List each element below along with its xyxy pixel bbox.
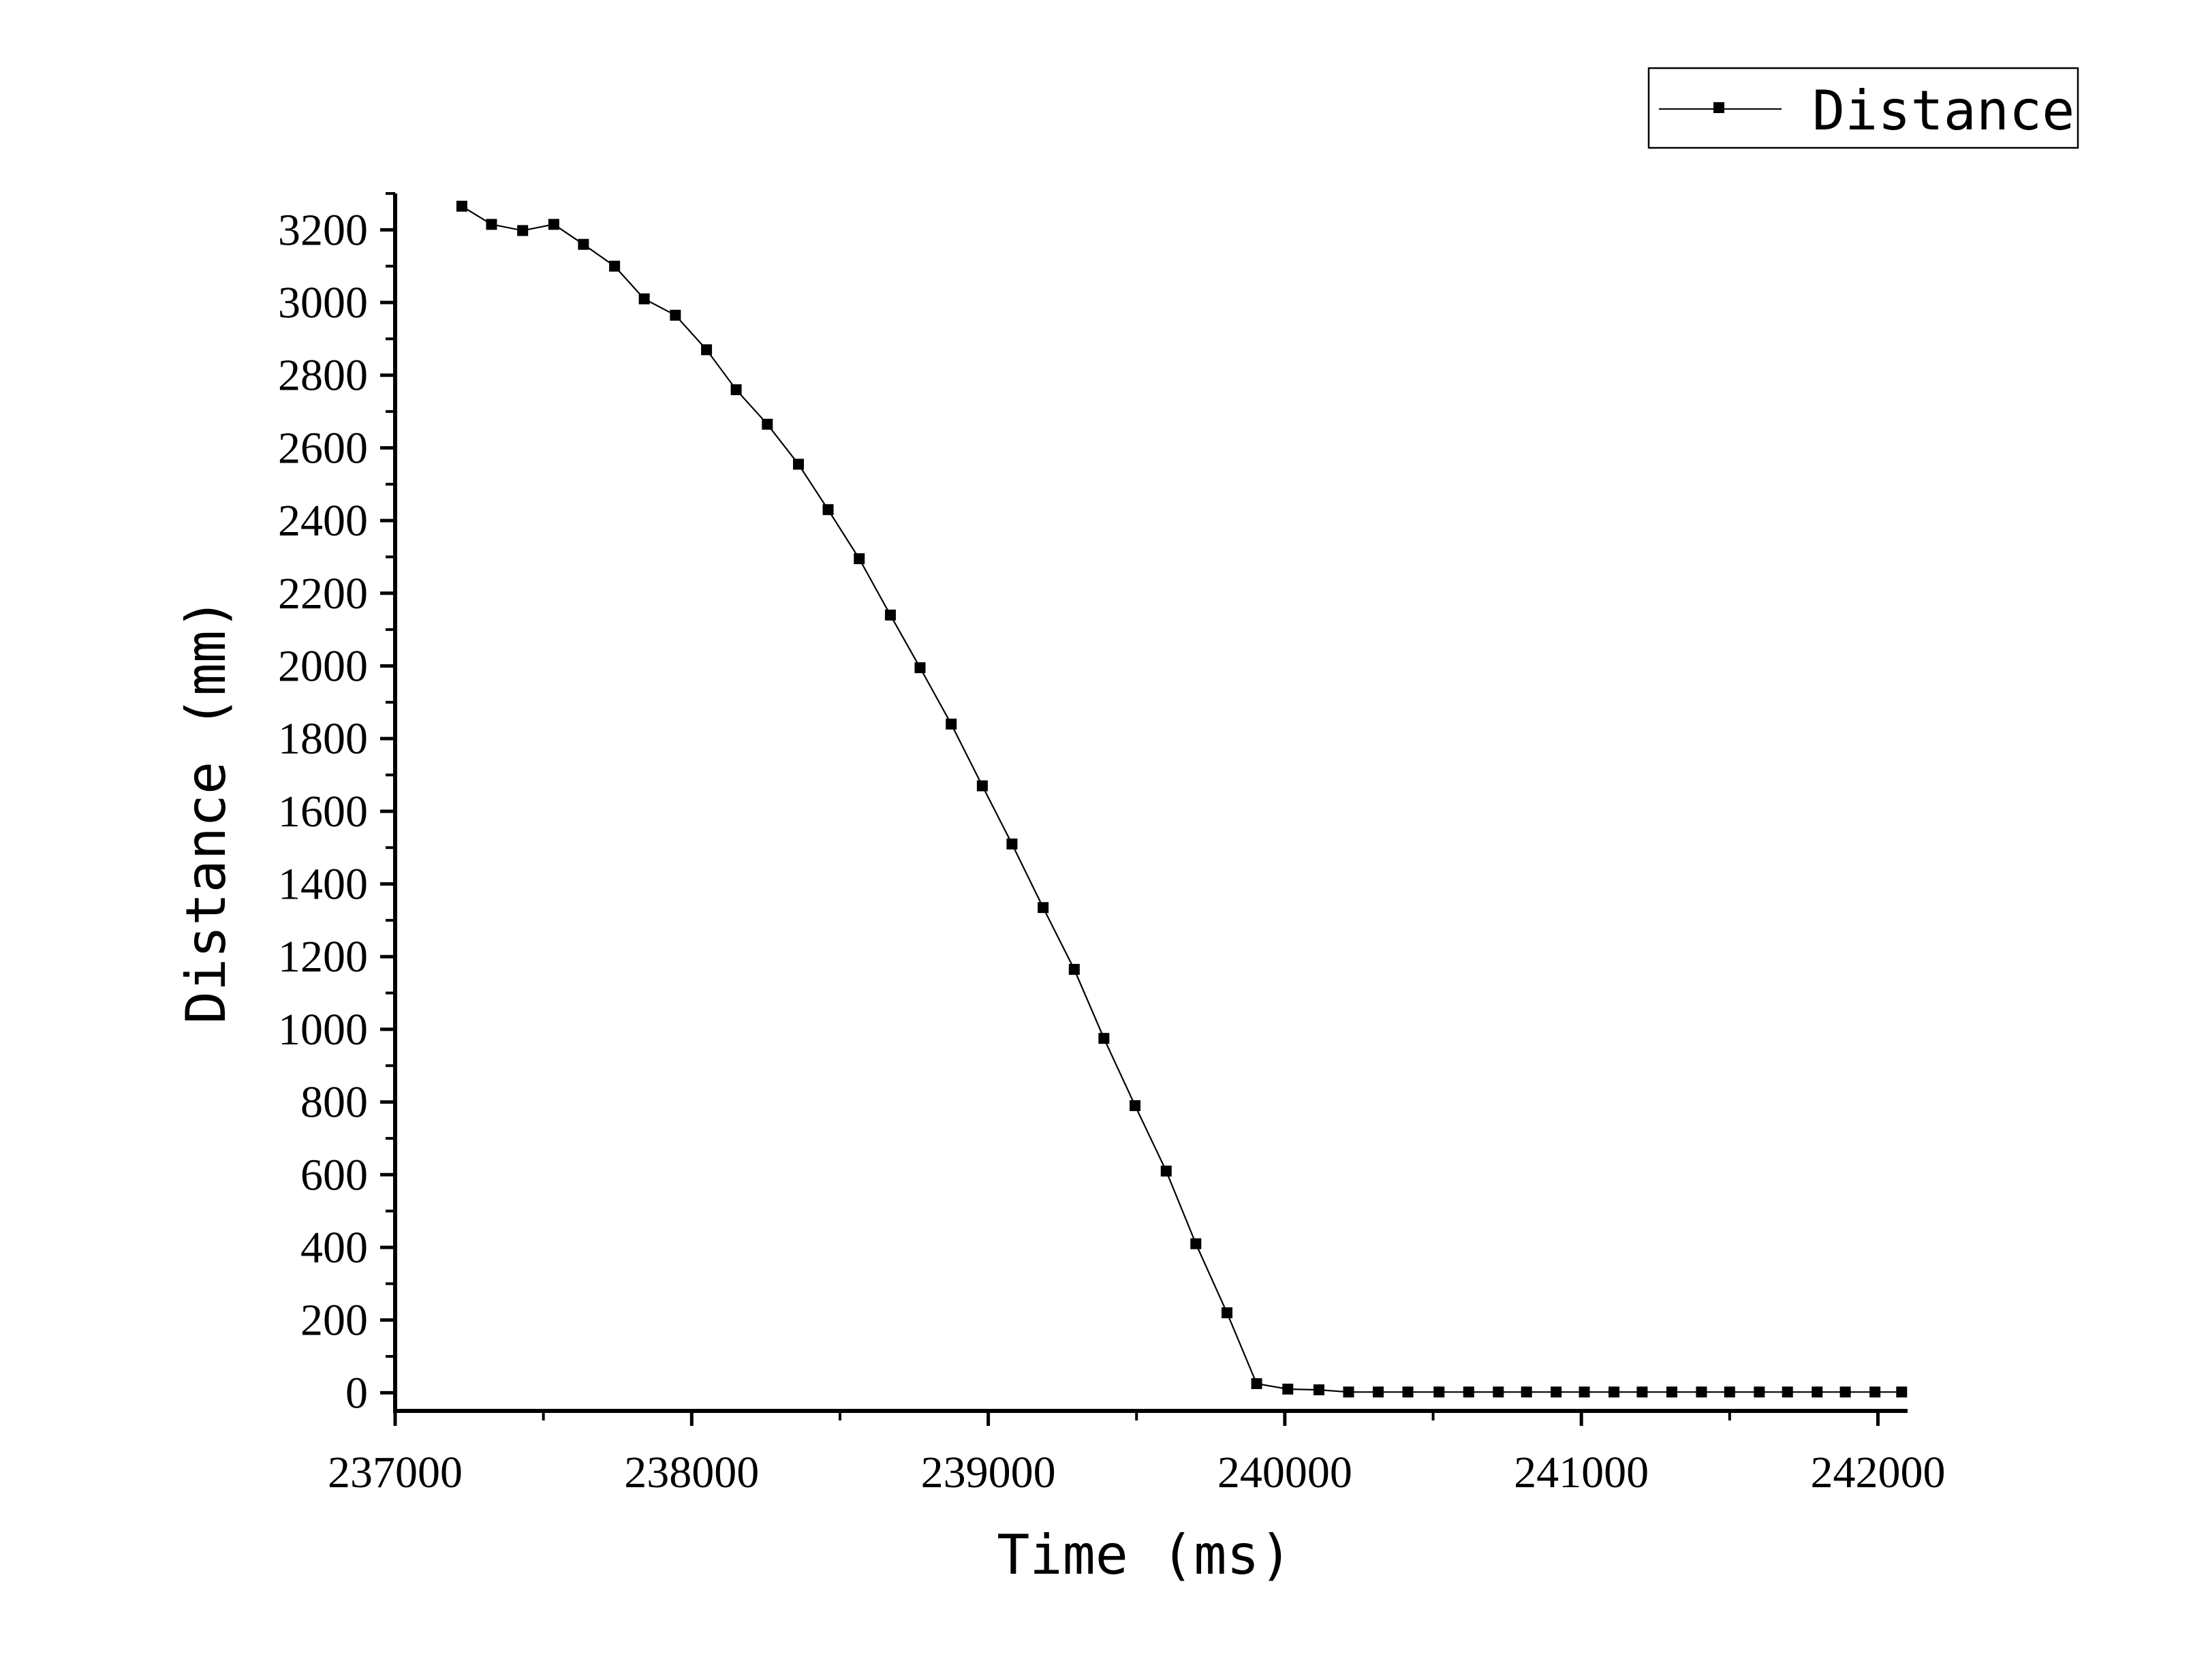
data-point-marker [1609, 1386, 1620, 1398]
data-point-marker [638, 293, 650, 305]
y-tick-label: 0 [345, 1368, 368, 1418]
data-point-marker [1313, 1384, 1324, 1396]
data-point-marker [1782, 1386, 1793, 1398]
x-tick-label: 239000 [921, 1448, 1056, 1497]
data-point-marker [1463, 1386, 1474, 1398]
data-point-marker [854, 553, 865, 565]
y-tick-label: 800 [300, 1078, 368, 1127]
data-point-marker [1282, 1383, 1294, 1395]
data-point-marker [822, 504, 834, 516]
data-point-marker [946, 718, 957, 730]
data-point-marker [1896, 1386, 1908, 1398]
data-point-marker [456, 200, 467, 212]
y-tick-label: 600 [300, 1150, 368, 1200]
data-point-marker [609, 260, 621, 272]
data-point-marker [1251, 1378, 1262, 1389]
y-tick-label: 2000 [278, 641, 368, 691]
data-point-marker [1402, 1386, 1414, 1398]
y-tick-label: 200 [300, 1296, 368, 1345]
y-tick-label: 1800 [278, 714, 368, 764]
y-tick-label: 1000 [278, 1005, 368, 1055]
y-tick-label: 2400 [278, 496, 368, 546]
data-point-marker [1696, 1386, 1707, 1398]
x-axis-title: Time (ms) [997, 1523, 1292, 1587]
data-point-marker [1839, 1386, 1851, 1398]
data-point-marker [1551, 1386, 1562, 1398]
data-point-marker [1724, 1386, 1735, 1398]
x-tick-label: 237000 [328, 1448, 463, 1497]
data-point-marker [1006, 838, 1018, 850]
series-layer [456, 200, 1908, 1398]
y-tick-label: 3200 [278, 205, 368, 255]
data-point-marker [1433, 1386, 1445, 1398]
data-point-marker [976, 780, 988, 792]
x-axis-ticks: 237000 238000 239000 240000 241000 242000 [328, 1411, 1945, 1497]
legend-marker-sample [1713, 102, 1724, 113]
data-point-marker [1493, 1386, 1504, 1398]
data-point-marker [1521, 1386, 1532, 1398]
data-point-marker [1636, 1386, 1648, 1398]
data-point-marker [1869, 1386, 1881, 1398]
y-tick-label: 1200 [278, 932, 368, 982]
y-tick-label: 3000 [278, 278, 368, 328]
data-point-marker [1343, 1386, 1354, 1398]
data-point-marker [670, 309, 681, 321]
y-tick-label: 2200 [278, 569, 368, 619]
data-point-marker [578, 238, 589, 250]
data-point-marker [548, 219, 559, 230]
x-tick-label: 240000 [1217, 1448, 1352, 1497]
legend: Distance [1647, 67, 2079, 149]
y-tick-label: 2800 [278, 351, 368, 401]
x-tick-label: 242000 [1810, 1448, 1945, 1497]
series-line-distance [461, 205, 1902, 1393]
data-point-marker [1666, 1386, 1677, 1398]
y-tick-label: 2600 [278, 423, 368, 473]
data-point-marker [793, 458, 804, 470]
data-point-marker [517, 225, 529, 236]
data-point-marker [1754, 1386, 1765, 1398]
data-point-marker [1190, 1238, 1202, 1249]
legend-label: Distance [1812, 79, 2075, 142]
y-tick-label: 400 [300, 1223, 368, 1273]
y-tick-label: 1600 [278, 787, 368, 837]
data-point-marker [1038, 902, 1049, 914]
y-axis-title: Distance (mm) [174, 597, 238, 1024]
x-tick-label: 241000 [1514, 1448, 1649, 1497]
x-tick-label: 238000 [624, 1448, 759, 1497]
data-point-marker [1068, 963, 1080, 975]
data-point-marker [730, 384, 742, 396]
data-point-marker [1098, 1033, 1110, 1044]
data-point-marker [701, 344, 713, 356]
y-tick-label: 1400 [278, 860, 368, 909]
data-point-marker [1373, 1386, 1384, 1398]
data-point-marker [1130, 1100, 1141, 1111]
data-point-marker [762, 418, 773, 430]
data-point-marker [486, 219, 497, 230]
data-point-marker [1812, 1386, 1823, 1398]
data-point-marker [914, 662, 926, 674]
y-axis-ticks: 0 200 400 600 800 1000 1200 1400 1600 1800 2000 220… [278, 192, 395, 1418]
data-point-marker [1222, 1307, 1232, 1318]
data-point-marker [884, 609, 896, 621]
data-point-marker [1579, 1386, 1590, 1398]
data-point-marker [1160, 1165, 1172, 1177]
